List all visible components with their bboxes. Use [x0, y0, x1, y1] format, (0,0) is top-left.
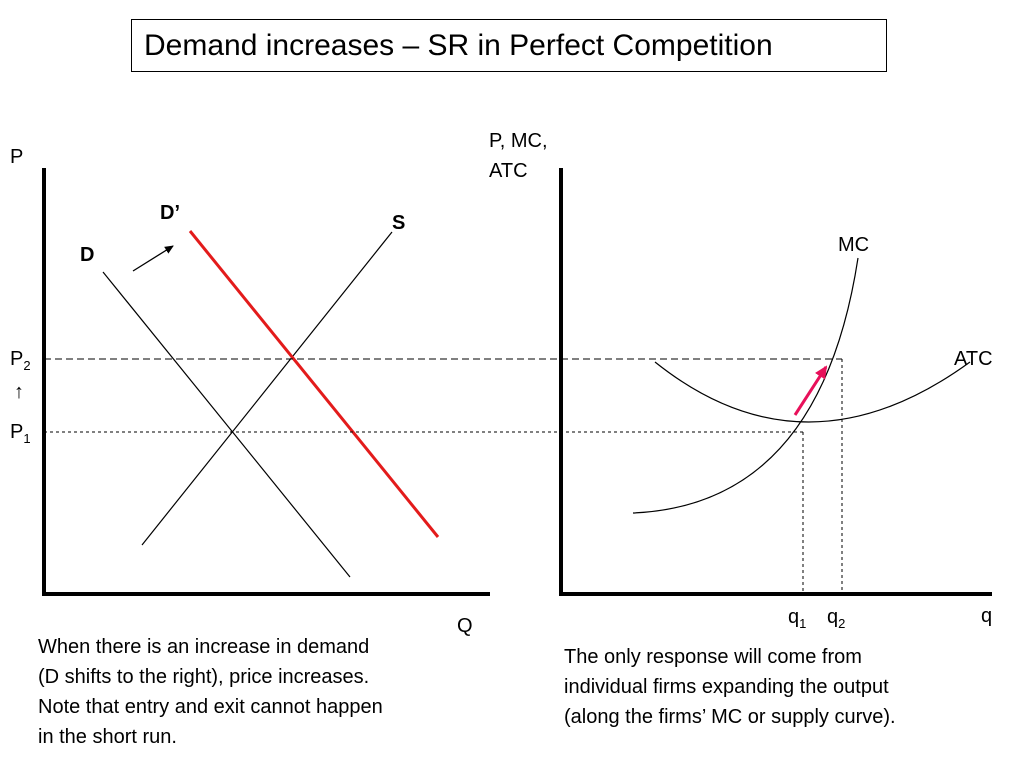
supply-curve — [141, 231, 393, 546]
market-explanation-text: When there is an increase in demand (D s… — [38, 636, 383, 748]
firm-explanation-text: The only response will come from individ… — [564, 646, 896, 728]
supply-label: S — [392, 212, 405, 234]
new-demand-label: D’ — [160, 202, 180, 224]
firm-x-axis-label: q — [981, 605, 992, 627]
demand-label: D — [80, 244, 94, 266]
atc-curve — [654, 361, 971, 423]
price-1-label: P1 — [10, 421, 31, 446]
market-x-axis-label: Q — [457, 615, 473, 637]
firm-y-axis-label-line1: P, MC, — [489, 130, 548, 152]
quantity-2-label: q2 — [827, 606, 845, 631]
slide-title: Demand increases – SR in Perfect Competi… — [131, 19, 887, 72]
quantity-1-label: q1 — [788, 606, 806, 631]
price-up-arrow-glyph: ↑ — [14, 381, 24, 403]
new-demand-curve — [188, 230, 440, 538]
demand-shift-arrow — [132, 245, 174, 272]
firm-y-axis-label-line2: ATC — [489, 160, 528, 182]
mc-curve — [632, 257, 859, 514]
atc-label: ATC — [954, 348, 993, 370]
price-2-label: P2 — [10, 348, 31, 373]
mc-label: MC — [838, 234, 869, 256]
output-expansion-arrow — [793, 365, 828, 416]
market-y-axis-label: P — [10, 146, 23, 168]
demand-curve — [102, 271, 351, 578]
